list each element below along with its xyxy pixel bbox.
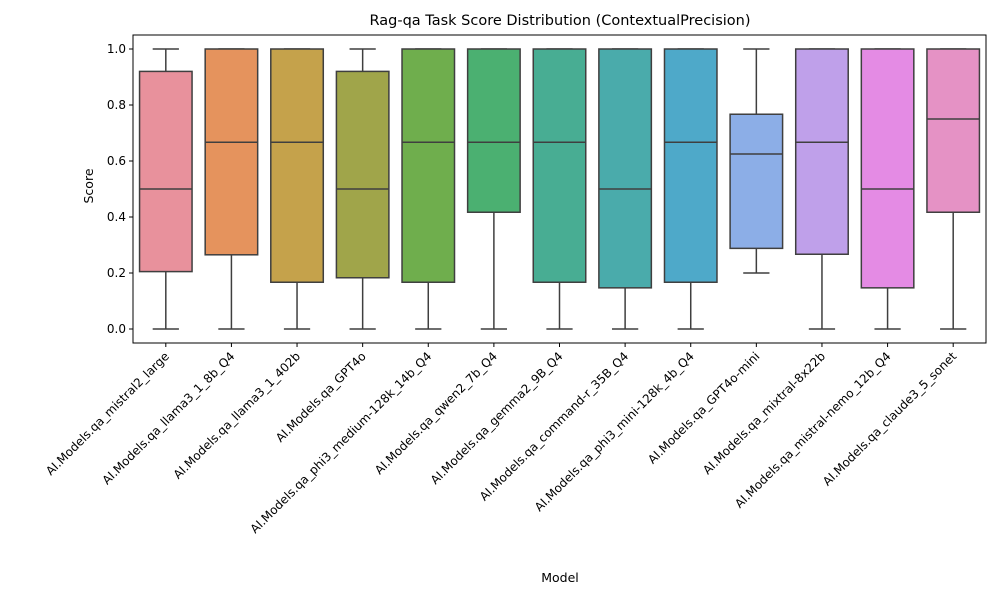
- box-group: [401, 48, 456, 330]
- chart-title: Rag-qa Task Score Distribution (Contextu…: [369, 13, 750, 29]
- x-axis: AI.Models.qa_mistral2_largeAI.Models.qa_…: [43, 343, 960, 536]
- box: [401, 48, 456, 283]
- x-tick-label: AI.Models.qa_command-r_35B_Q4: [477, 349, 631, 503]
- box: [138, 70, 193, 273]
- x-axis-label: Model: [541, 570, 579, 585]
- x-tick-label: AI.Models.qa_gemma2_9B_Q4: [428, 349, 566, 487]
- x-tick-label: AI.Models.qa_llama3_1_8b_Q4: [99, 349, 237, 487]
- y-tick-label: 0.4: [107, 210, 126, 224]
- box-group: [532, 48, 587, 330]
- box: [794, 48, 849, 255]
- box: [663, 48, 718, 283]
- y-tick-label: 0.8: [107, 98, 126, 112]
- box-group: [860, 48, 915, 330]
- y-axis: 0.0 0.2 0.4 0.6 0.8 1.0: [107, 42, 133, 336]
- box: [335, 70, 390, 279]
- x-tick-label: AI.Models.qa_llama3_1_402b: [171, 349, 304, 482]
- box: [860, 48, 915, 289]
- box: [466, 48, 521, 213]
- box: [204, 48, 259, 256]
- box: [598, 48, 653, 289]
- x-tick-label: AI.Models.qa_mixtral-8x22b: [700, 349, 828, 477]
- y-tick-label: 0.6: [107, 154, 126, 168]
- box: [532, 48, 587, 283]
- box-group: [335, 48, 390, 330]
- box-group: [204, 48, 259, 330]
- y-tick-label: 0.0: [107, 322, 126, 336]
- box-group: [926, 48, 981, 330]
- box: [270, 48, 325, 283]
- box-group: [270, 48, 325, 330]
- x-tick-label: AI.Models.qa_mistral2_large: [43, 349, 172, 478]
- y-axis-label: Score: [81, 168, 96, 203]
- plot-area: [132, 34, 987, 344]
- x-tick-label: AI.Models.qa_claude3_5_sonet: [820, 349, 960, 489]
- box: [926, 48, 981, 213]
- y-tick-label: 1.0: [107, 42, 126, 56]
- box-group: [729, 48, 784, 274]
- box-group: [663, 48, 718, 330]
- box: [729, 113, 784, 250]
- box-group: [466, 48, 521, 330]
- x-tick-label: AI.Models.qa_qwen2_7b_Q4: [372, 349, 500, 477]
- box-group: [598, 48, 653, 330]
- y-tick-label: 0.2: [107, 266, 126, 280]
- box-group: [794, 48, 849, 330]
- box-group: [138, 48, 193, 330]
- x-tick-label: AI.Models.qa_GPT4o-mini: [645, 349, 762, 466]
